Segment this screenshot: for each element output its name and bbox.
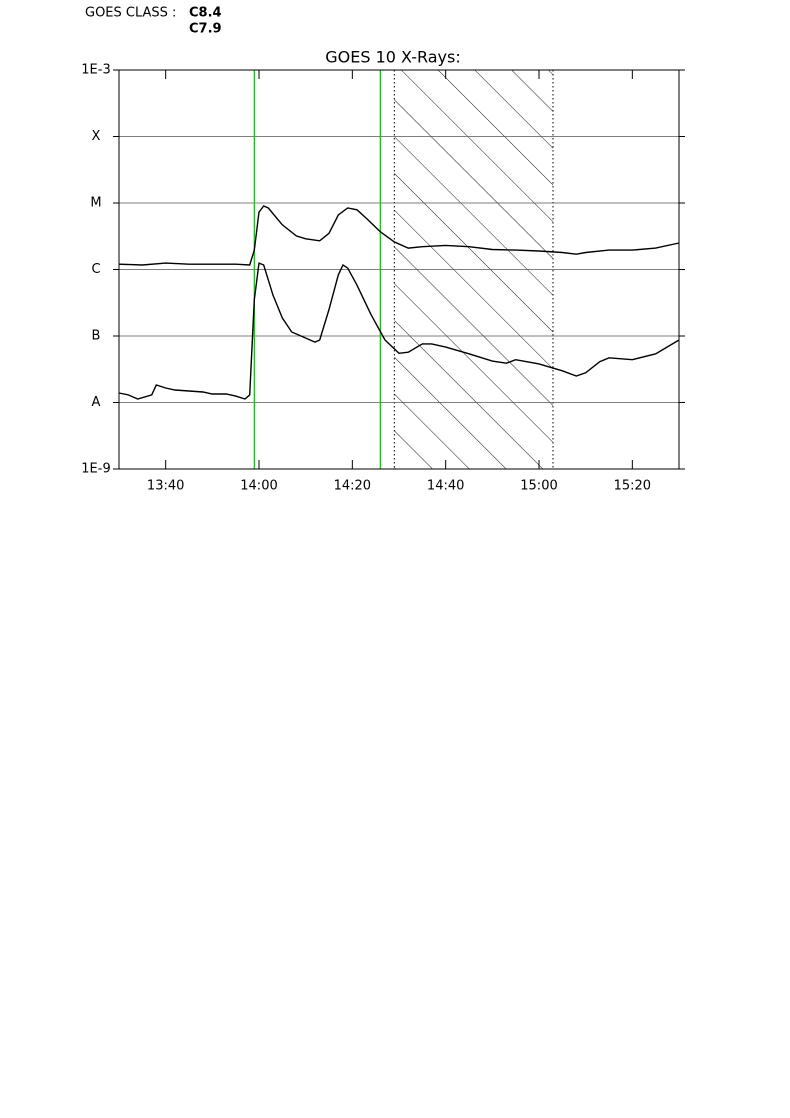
flux-line bbox=[118, 205, 680, 266]
x-tick-label: 14:20 bbox=[334, 479, 371, 494]
y-tick-label: B bbox=[92, 329, 101, 344]
class-value: C8.4 bbox=[189, 6, 222, 21]
x-tick-label: 15:00 bbox=[520, 479, 557, 494]
x-tick-label: 15:20 bbox=[614, 479, 651, 494]
x-tick-label: 14:40 bbox=[427, 479, 464, 494]
class-label: GOES CLASS : bbox=[85, 6, 176, 21]
y-tick-label: C bbox=[91, 262, 100, 277]
y-tick-label: 1E-9 bbox=[81, 462, 110, 477]
plot-frame bbox=[118, 69, 680, 470]
chart-title: GOES 10 X-Rays: bbox=[325, 48, 461, 67]
y-tick-label: 1E-3 bbox=[81, 63, 110, 78]
class-value: C7.9 bbox=[189, 22, 222, 37]
flux-line bbox=[118, 262, 680, 400]
y-tick-label: A bbox=[92, 395, 101, 410]
x-tick-label: 13:40 bbox=[147, 479, 184, 494]
x-tick-label: 14:00 bbox=[240, 479, 277, 494]
y-tick-label: M bbox=[90, 196, 101, 211]
y-tick-label: X bbox=[92, 129, 101, 144]
